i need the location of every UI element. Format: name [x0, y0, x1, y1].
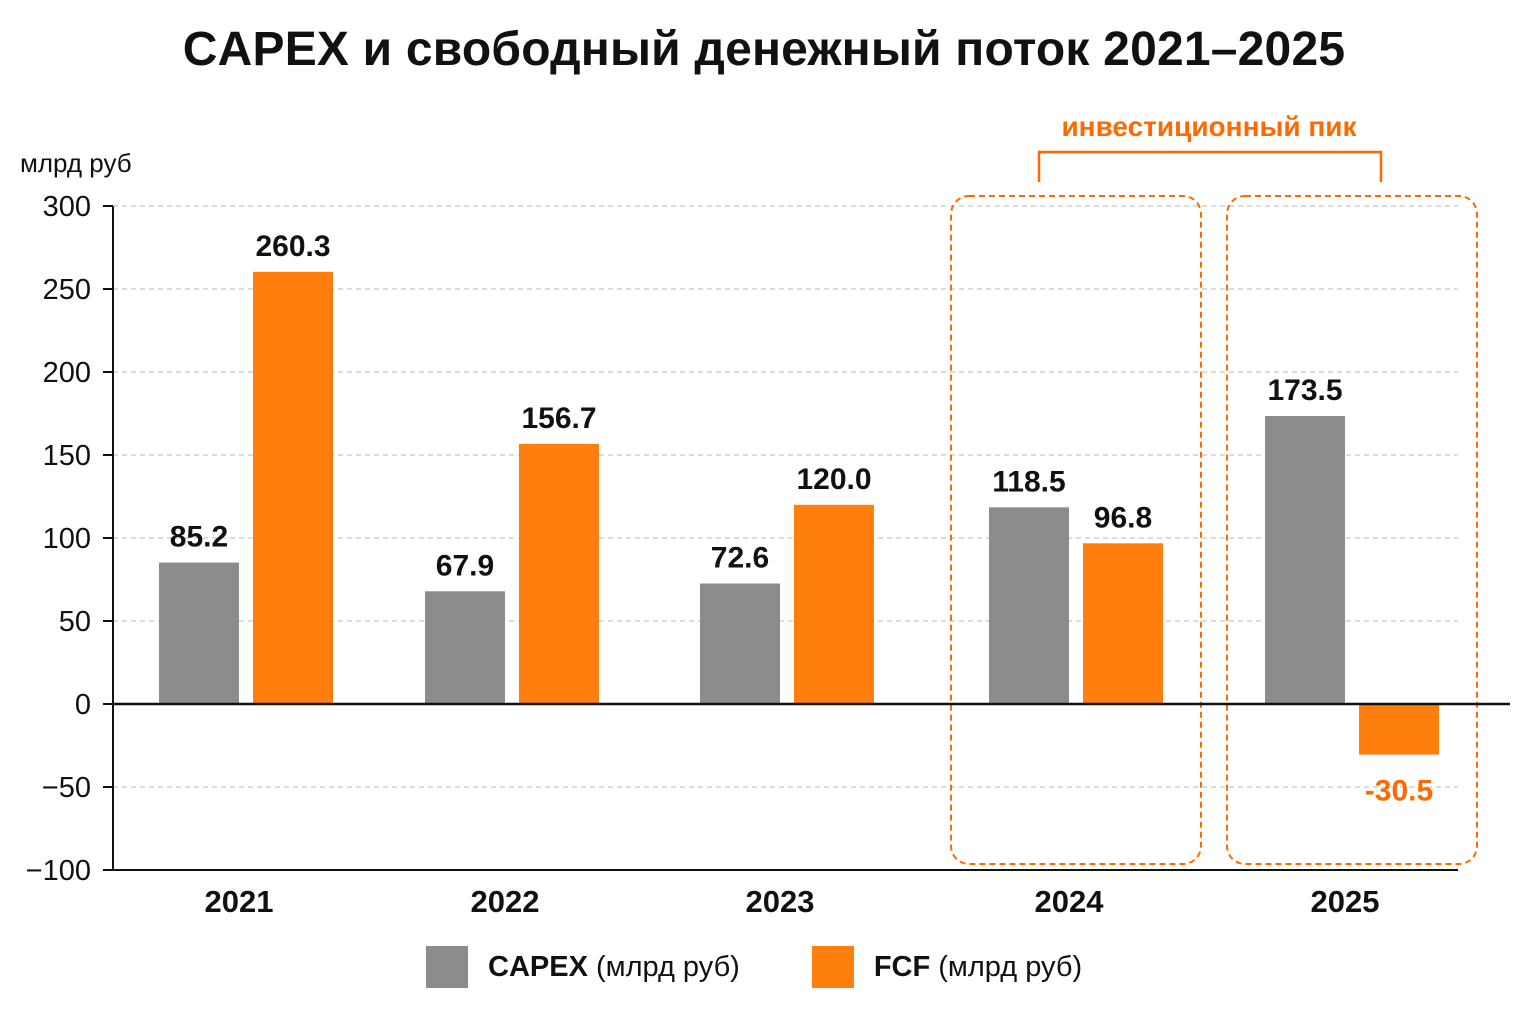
x-tick-label-2021: 2021 — [205, 884, 274, 919]
y-tick-label: 250 — [43, 274, 91, 306]
data-label-capex-2023: 72.6 — [711, 541, 769, 574]
bar-capex-2024 — [989, 507, 1069, 704]
data-label-fcf-2025: -30.5 — [1365, 775, 1433, 808]
highlight-frame-2025 — [1226, 195, 1478, 865]
x-tick-label-2022: 2022 — [471, 884, 540, 919]
legend: CAPEX (млрд руб) FCF (млрд руб) — [426, 946, 1154, 988]
y-tick-label: 300 — [43, 191, 91, 223]
x-tick-label-2025: 2025 — [1311, 884, 1380, 919]
data-labels: 85.2 67.9 72.6 118.5 173.5 260.3 156.7 120.0 96.… — [170, 230, 1433, 808]
y-axis-unit-label: млрд руб — [20, 148, 132, 178]
data-label-fcf-2023: 120.0 — [796, 463, 871, 496]
y-tick-label: 200 — [43, 357, 91, 389]
bar-capex-2025 — [1265, 415, 1345, 704]
y-tick-label: 0 — [75, 689, 91, 721]
x-tick-labels: 2021 2022 2023 2024 2025 — [205, 884, 1380, 919]
bar-fcf-2023 — [794, 504, 874, 704]
highlight-frames — [950, 195, 1478, 865]
highlight-frame-2024 — [950, 195, 1202, 865]
x-tick-label-2023: 2023 — [746, 884, 815, 919]
bar-capex-2021 — [159, 562, 239, 704]
axes — [112, 206, 1510, 871]
y-tick-labels: 300 250 200 150 100 50 0 −50 −100 — [26, 191, 91, 887]
data-label-fcf-2022: 156.7 — [521, 402, 596, 435]
bars — [159, 271, 1439, 755]
y-tick-label: 150 — [43, 440, 91, 472]
data-label-fcf-2021: 260.3 — [255, 230, 330, 263]
bar-fcf-2021 — [253, 271, 333, 704]
data-label-fcf-2024: 96.8 — [1094, 501, 1152, 534]
bar-fcf-2022 — [519, 443, 599, 704]
annotation: инвестиционный пик — [1037, 111, 1383, 182]
y-tick-label: −50 — [42, 772, 91, 804]
data-label-capex-2024: 118.5 — [992, 465, 1065, 498]
data-label-capex-2025: 173.5 — [1267, 374, 1342, 407]
annotation-bracket — [1037, 150, 1383, 182]
bar-fcf-2024 — [1083, 543, 1163, 704]
data-label-capex-2022: 67.9 — [436, 549, 494, 582]
legend-swatch-capex — [426, 946, 468, 988]
legend-label-capex: CAPEX (млрд руб) — [488, 950, 740, 983]
bar-capex-2022 — [425, 591, 505, 704]
y-tick-label: 100 — [43, 523, 91, 555]
legend-swatch-fcf — [811, 946, 854, 988]
y-tick-label: −100 — [26, 855, 91, 887]
legend-item-capex: CAPEX (млрд руб) — [426, 946, 740, 988]
legend-item-fcf: FCF (млрд руб) — [811, 946, 1083, 988]
data-label-capex-2021: 85.2 — [170, 521, 228, 554]
x-tick-label-2024: 2024 — [1035, 884, 1105, 919]
annotation-label: инвестиционный пик — [1061, 111, 1357, 142]
legend-label-fcf: FCF (млрд руб) — [873, 950, 1083, 983]
y-tick-label: 50 — [59, 606, 91, 638]
chart-title: CAPEX и свободный денежный поток 2021–20… — [182, 23, 1346, 76]
bar-capex-2023 — [700, 583, 780, 704]
bar-fcf-2025 — [1359, 704, 1439, 755]
gridlines — [103, 205, 1458, 871]
